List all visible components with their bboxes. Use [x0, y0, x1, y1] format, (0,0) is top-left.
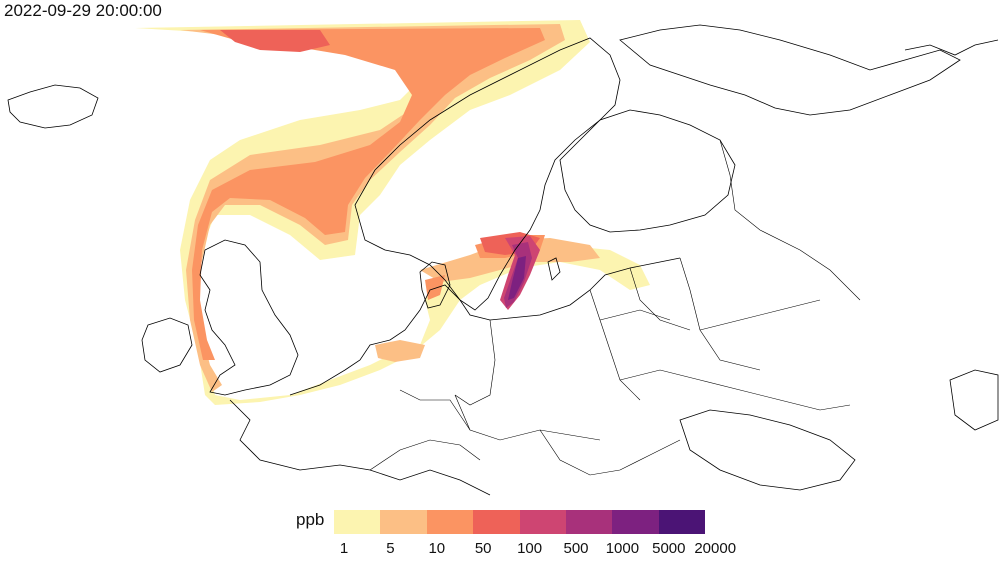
legend-tick-label: 5000: [652, 540, 686, 557]
map-title: 2022-09-29 20:00:00: [4, 1, 162, 20]
map-canvas: [7, 20, 999, 496]
legend-tick-label: 20000: [694, 540, 737, 557]
legend-tick-label: 50: [474, 540, 492, 557]
legend-tick-label: 10: [428, 540, 446, 557]
legend-tick-label: 5: [386, 540, 395, 557]
legend-swatch: [473, 510, 520, 534]
legend-tick-labels: 1 5 10 50 100 500 1000 5000 20000: [0, 540, 1000, 560]
legend-swatch: [658, 510, 706, 534]
plume-level-1: [135, 20, 650, 405]
legend-swatch: [426, 510, 474, 534]
legend-swatch: [380, 510, 427, 534]
legend-swatch: [334, 510, 381, 534]
legend-unit-label: ppb: [296, 510, 325, 529]
legend-swatch: [565, 510, 613, 534]
legend-tick-label: 100: [517, 540, 543, 557]
legend-color-bar: [334, 510, 706, 534]
coastlines: [7, 24, 999, 496]
legend-swatch: [519, 510, 566, 534]
legend-tick-label: 1: [339, 540, 349, 557]
legend-tick-label: 500: [563, 540, 589, 557]
plume-level-7: [508, 256, 526, 300]
country-borders: [369, 139, 861, 476]
legend-swatch: [612, 510, 659, 534]
plume-level-2: [180, 24, 600, 392]
legend-tick-label: 1000: [605, 540, 640, 557]
